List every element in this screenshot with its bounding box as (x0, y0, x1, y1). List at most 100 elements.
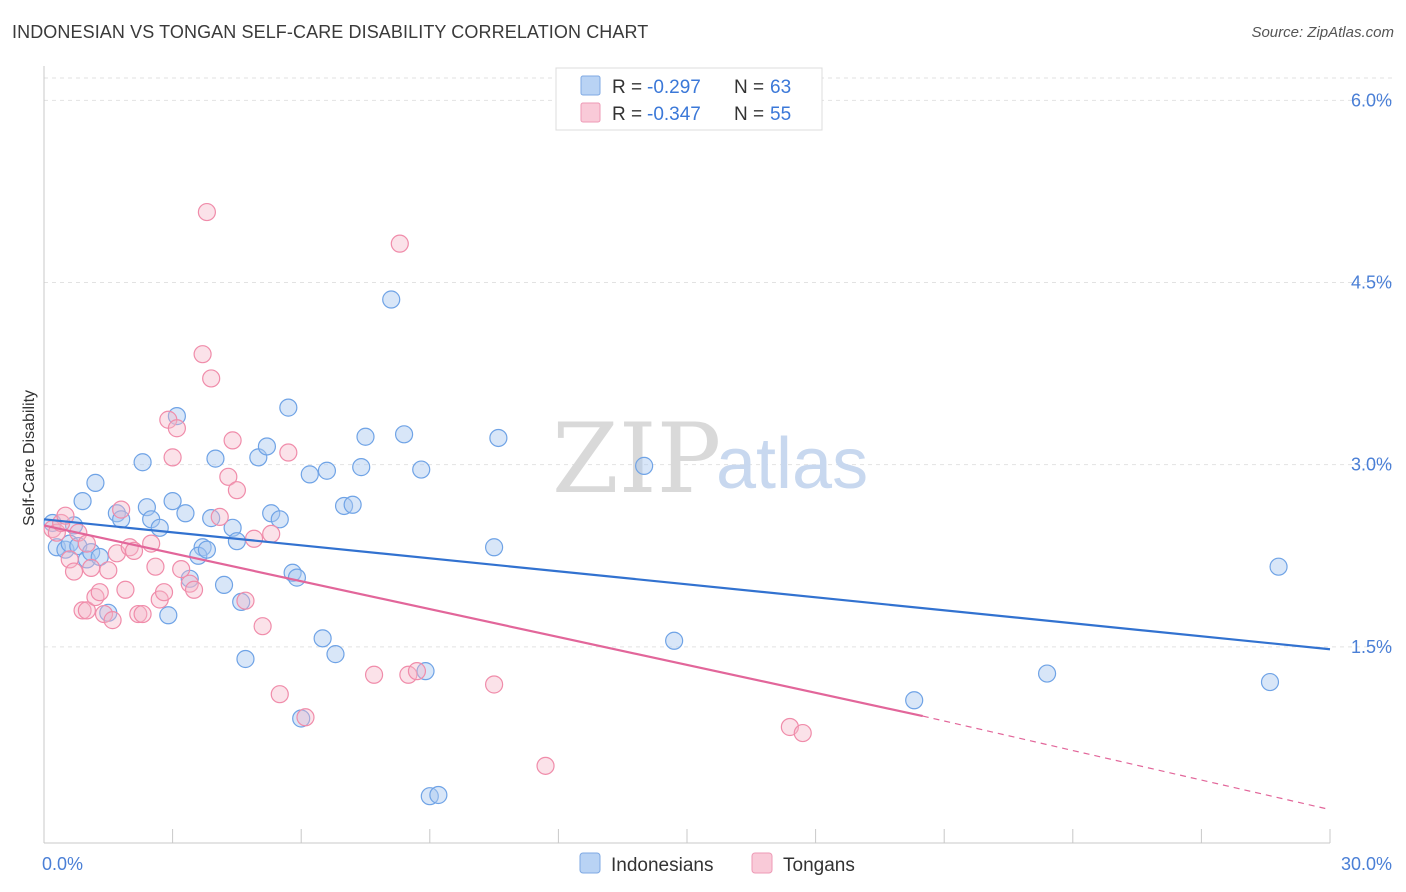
tongans-point-53 (793, 723, 812, 743)
tongans-point-31 (184, 580, 204, 599)
tongans-trend-line (43, 524, 923, 718)
indonesians-point-17 (159, 606, 178, 625)
indonesians-point-58 (1037, 664, 1057, 683)
tongans-point-36 (219, 467, 238, 486)
tongans-point-16 (112, 500, 131, 519)
tongans-point-40 (244, 529, 264, 548)
tongans-point-20 (129, 604, 148, 624)
indonesians-point-39 (300, 465, 319, 484)
tongans-point-51 (536, 756, 555, 775)
y-tick-label-1: 3.0% (1351, 455, 1392, 475)
tongans-point-32 (193, 345, 212, 364)
indonesians-point-48 (394, 425, 414, 444)
indonesians-point-55 (635, 456, 654, 475)
axes (43, 66, 1331, 844)
tongans-point-33 (197, 202, 216, 222)
tongans-point-50 (485, 675, 504, 694)
indonesians-point-62 (197, 540, 216, 559)
tongans-point-27 (163, 448, 182, 467)
bottom-legend-indonesians: Indonesians (611, 855, 713, 876)
indonesians-point-34 (270, 510, 289, 529)
legend-n-value-1: 63 (770, 77, 791, 98)
tongans-point-35 (210, 507, 229, 526)
tongans-point-29 (172, 560, 191, 579)
tongans-point-54 (77, 534, 96, 553)
tongans-point-38 (227, 481, 246, 500)
indonesians-point-57 (905, 691, 924, 710)
tongans-point-42 (262, 524, 281, 544)
x-tick-label-end: 30.0% (1341, 854, 1392, 874)
tongans-point-23 (146, 557, 165, 576)
tongans-point-3 (56, 506, 75, 525)
indonesians-point-59 (1260, 672, 1280, 692)
indonesians-point-32 (257, 437, 277, 456)
indonesians-point-13 (133, 453, 152, 472)
indonesians-point-37 (287, 568, 307, 587)
indonesians-trend-line (43, 518, 1331, 651)
watermark-zip: ZIP (552, 403, 721, 515)
legend-n-label-1: N = (734, 77, 764, 98)
indonesians-point-8 (86, 473, 105, 492)
legend: R = -0.297 N = 63 R = -0.347 N = 55 (555, 67, 823, 131)
tongans-point-5 (64, 562, 84, 581)
legend-swatch-indonesians (580, 75, 601, 96)
bottom-legend: Indonesians Tongans (579, 852, 855, 876)
legend-r-value-1: -0.297 (647, 77, 701, 98)
tongans-point-25 (154, 583, 174, 602)
x-tick-label-start: 0.0% (42, 854, 83, 874)
tongans-point-37 (223, 431, 242, 450)
indonesians-point-5 (73, 492, 92, 511)
tongans-point-17 (116, 580, 135, 599)
tongans-point-45 (296, 708, 315, 727)
trend-lines (43, 518, 1331, 811)
y-tick-label-2: 4.5% (1351, 273, 1392, 293)
tongans-point-39 (236, 591, 255, 610)
indonesians-point-41 (317, 461, 337, 480)
tongans-point-9 (82, 558, 101, 578)
legend-r-label-2: R = (612, 104, 642, 125)
series-indonesians (43, 290, 1288, 806)
watermark-atlas: atlas (716, 424, 868, 504)
indonesians-point-45 (352, 458, 371, 477)
x-tick-labels: 0.0% 30.0% (42, 854, 1392, 874)
indonesians-point-53 (485, 538, 504, 557)
indonesians-point-56 (665, 631, 684, 650)
indonesians-point-42 (326, 645, 345, 664)
y-axis-label: Self-Care Disability (21, 390, 38, 526)
indonesians-point-60 (1269, 557, 1288, 576)
indonesians-point-7 (82, 543, 101, 562)
tongans-point-41 (253, 617, 272, 636)
gridlines (44, 77, 1392, 648)
tongans-point-8 (77, 601, 96, 620)
tongans-point-14 (103, 611, 122, 630)
legend-r-value-2: -0.347 (647, 104, 701, 125)
indonesians-point-49 (412, 460, 431, 479)
indonesians-point-26 (214, 575, 234, 595)
tongans-point-34 (202, 369, 221, 388)
tongans-point-43 (270, 685, 289, 704)
source-label: Source: ZipAtlas.com (1251, 24, 1394, 41)
bottom-legend-tongans: Tongans (783, 855, 855, 876)
legend-swatch-tongans (580, 102, 601, 123)
tongans-point-44 (279, 443, 298, 462)
tongans-point-7 (73, 601, 92, 620)
bottom-legend-swatch-tongans (751, 852, 773, 874)
watermark: ZIP atlas (552, 403, 868, 515)
tongans-point-46 (364, 665, 384, 684)
indonesians-point-27 (223, 518, 242, 537)
indonesians-point-28 (227, 532, 246, 551)
indonesians-point-35 (279, 398, 298, 417)
tongans-point-4 (60, 550, 79, 569)
indonesians-point-20 (176, 504, 195, 523)
indonesians-point-54 (489, 428, 508, 448)
y-tick-label-3: 6.0% (1351, 90, 1392, 110)
chart-title: INDONESIAN VS TONGAN SELF-CARE DISABILIT… (12, 22, 649, 42)
indonesians-point-46 (356, 427, 375, 446)
tongans-point-21 (133, 604, 152, 624)
indonesians-point-25 (206, 449, 225, 468)
indonesians-point-30 (236, 649, 255, 669)
y-tick-labels: 1.5% 3.0% 4.5% 6.0% (1351, 90, 1392, 656)
legend-r-label-1: R = (612, 77, 642, 98)
data-points (43, 202, 1288, 806)
